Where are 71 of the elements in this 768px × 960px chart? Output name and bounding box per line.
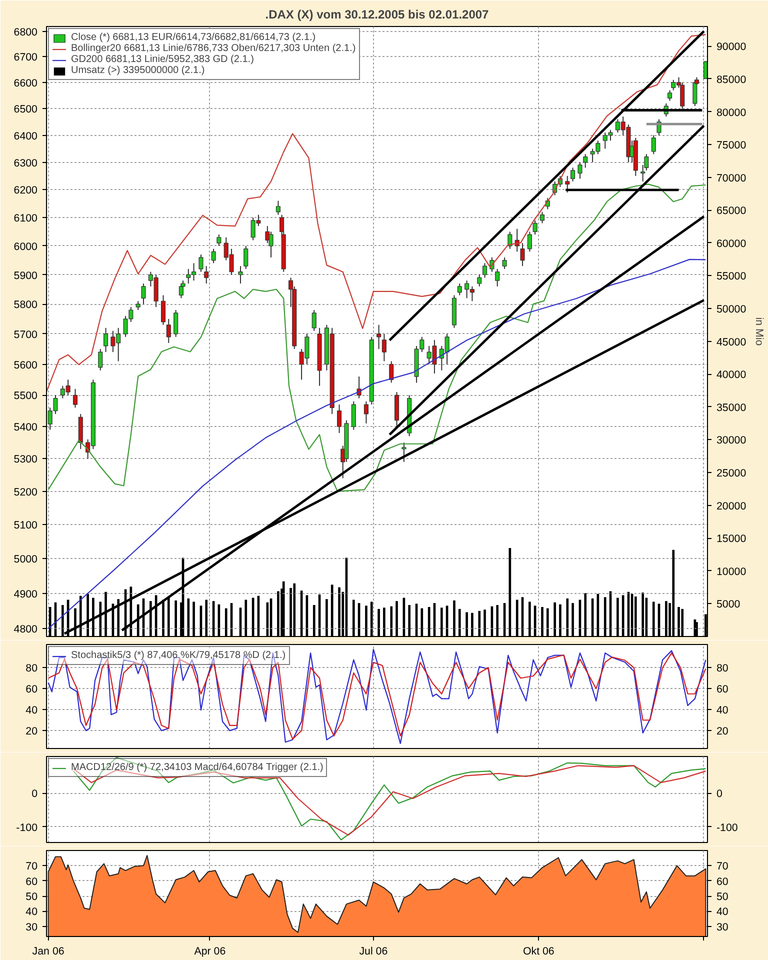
y-tick-label: 5100: [14, 520, 38, 532]
legend-label: GD200 6681,13 Linie/5952,383 GD (2.1.): [71, 54, 254, 65]
y-tick-label: 6100: [14, 212, 38, 225]
y-tick-label: 40: [26, 704, 38, 717]
y-tick-label: 6700: [14, 52, 38, 64]
y2-tick-label: 75000: [716, 140, 746, 152]
y2-tick-label: 0: [716, 788, 722, 800]
y2-tick-label: 5000: [716, 598, 740, 611]
y-tick-label: 6800: [14, 26, 38, 38]
y2-tick-label: 40: [716, 704, 728, 717]
legend-label: Bollinger20 6681,13 Linie/6786,733 Oben/6217,303 Unten (2.1.): [71, 43, 356, 54]
legend-label: Umsatz (>) 3395000000 (2.1.): [71, 65, 205, 76]
y-tick-label: 60: [26, 684, 38, 696]
y-tick-label: 70: [26, 860, 38, 873]
y2-tick-label: 60: [716, 876, 728, 888]
y-tick-label: 5900: [14, 270, 38, 282]
y-tick-label: 50: [26, 891, 38, 904]
y2-tick-label: 25000: [716, 468, 746, 480]
y2-tick-label: 90000: [716, 41, 746, 54]
y-tick-label: 6500: [14, 104, 38, 116]
y2-tick-label: 30: [716, 921, 728, 934]
y2-tick-label: 65000: [716, 205, 746, 218]
y-tick-label: 5400: [14, 422, 38, 434]
y-tick-label: 5800: [14, 299, 38, 312]
x-tick-label: Apr 06: [194, 946, 226, 958]
x-tick-label: Jul 06: [359, 946, 388, 958]
y2-tick-label: 80000: [716, 106, 746, 119]
y2-tick-label: 50: [716, 891, 728, 904]
x-tick-label: Okt 06: [522, 946, 554, 958]
y2-tick-label: 60: [716, 684, 728, 696]
y2-tick-label: 70: [716, 860, 728, 873]
y-tick-label: 6000: [14, 240, 38, 253]
y2-tick-label: 30000: [716, 434, 746, 447]
y-tick-label: 6200: [14, 184, 38, 197]
y-tick-label: 5600: [14, 359, 38, 372]
y-tick-label: 4900: [14, 588, 38, 600]
chart-title: .DAX (X) vom 30.12.2005 bis 02.01.2007: [265, 8, 490, 22]
y2-tick-label: 55000: [716, 270, 746, 283]
y-tick-label: 80: [26, 662, 38, 675]
y-tick-label: 0: [32, 788, 38, 800]
y2-tick-label: 85000: [716, 74, 746, 86]
y2-tick-label: 45000: [716, 336, 746, 348]
y2-tick-label: 50000: [716, 304, 746, 316]
y2-tick-label: 35000: [716, 402, 746, 414]
y-tick-label: 5300: [14, 454, 38, 466]
legend-label: Close (*) 6681,13 EUR/6614,73/6682,81/6614,73 (2.1.): [71, 32, 316, 43]
y2-tick-label: 20000: [716, 500, 746, 512]
x-tick-label: Jan 06: [32, 946, 64, 958]
y2-axis-title: in Mio: [753, 317, 766, 346]
y-tick-label: 4800: [14, 624, 38, 636]
y2-tick-label: 70000: [716, 172, 746, 184]
y-tick-label: 40: [26, 906, 38, 918]
y-tick-label: 5500: [14, 390, 38, 402]
y-tick-label: 6600: [14, 77, 38, 90]
y-tick-label: 6300: [14, 157, 38, 170]
y2-tick-label: -100: [716, 822, 738, 834]
y-tick-label: 6400: [14, 130, 38, 142]
y2-tick-label: 80: [716, 662, 728, 675]
y-tick-label: 5000: [14, 554, 38, 566]
y-tick-label: 20: [26, 726, 38, 738]
y-tick-label: 5200: [14, 486, 38, 498]
y-tick-label: 5700: [14, 328, 38, 341]
y-tick-label: 60: [26, 876, 38, 888]
y-tick-label: -100: [16, 822, 38, 834]
y2-tick-label: 20: [716, 726, 728, 738]
y2-tick-label: 10000: [716, 566, 746, 578]
y2-tick-label: 40000: [716, 369, 746, 382]
y2-tick-label: 40: [716, 906, 728, 918]
y-tick-label: 30: [26, 921, 38, 934]
y2-tick-label: 15000: [716, 533, 746, 546]
y2-tick-label: 60000: [716, 238, 746, 250]
